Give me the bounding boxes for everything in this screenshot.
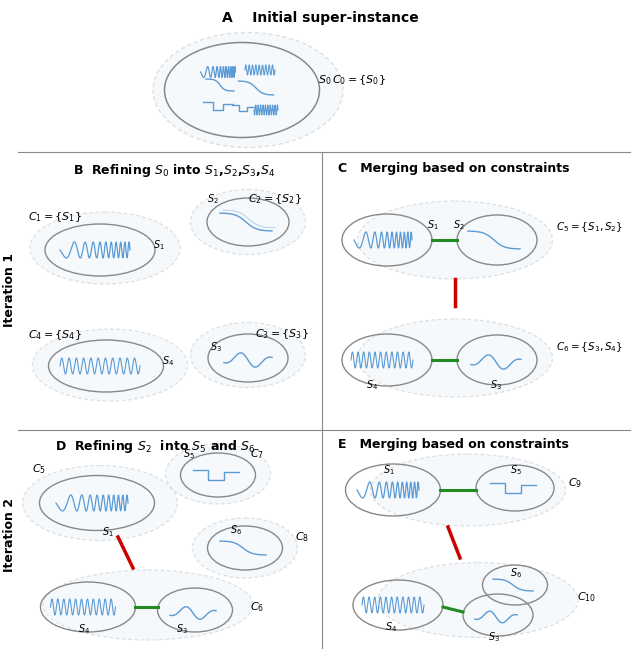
Ellipse shape — [153, 32, 343, 147]
Text: $C_6$: $C_6$ — [250, 600, 264, 614]
Text: $C_7$: $C_7$ — [250, 447, 264, 461]
Text: Iteration 2: Iteration 2 — [3, 498, 17, 572]
Ellipse shape — [22, 465, 177, 541]
Text: $C_9$: $C_9$ — [568, 476, 582, 490]
Text: $S_3$: $S_3$ — [176, 622, 188, 636]
Text: $C_3 = \{S_3\}$: $C_3 = \{S_3\}$ — [255, 327, 309, 341]
Text: $S_4$: $S_4$ — [78, 622, 90, 636]
Ellipse shape — [33, 329, 188, 401]
Ellipse shape — [358, 201, 552, 279]
Text: $C_5$: $C_5$ — [32, 462, 46, 476]
Text: $S_1$: $S_1$ — [427, 218, 439, 232]
Text: $S_5$: $S_5$ — [183, 447, 195, 461]
Text: $C_2 = \{S_2\}$: $C_2 = \{S_2\}$ — [248, 192, 302, 206]
Text: $S_3$: $S_3$ — [490, 378, 502, 392]
Text: $C_4 = \{S_4\}$: $C_4 = \{S_4\}$ — [28, 328, 82, 342]
Ellipse shape — [358, 319, 552, 397]
Ellipse shape — [193, 518, 298, 578]
Text: $C_5 = \{S_1,S_2\}$: $C_5 = \{S_1,S_2\}$ — [556, 220, 623, 234]
Text: $S_4$: $S_4$ — [385, 620, 397, 634]
Text: $C_{10}$: $C_{10}$ — [577, 590, 596, 604]
Text: $S_1$: $S_1$ — [102, 525, 114, 539]
Text: $S_4$: $S_4$ — [162, 354, 174, 368]
Text: $C_1 = \{S_1\}$: $C_1 = \{S_1\}$ — [28, 210, 82, 224]
Text: C   Merging based on constraints: C Merging based on constraints — [338, 162, 570, 175]
Ellipse shape — [191, 190, 305, 254]
Ellipse shape — [30, 212, 180, 284]
Text: D  Refining $S_2$  into $S_5$ and $S_6$: D Refining $S_2$ into $S_5$ and $S_6$ — [55, 438, 256, 455]
Text: $S_6$: $S_6$ — [230, 523, 242, 537]
Text: $S_2$: $S_2$ — [207, 192, 219, 206]
Text: $S_1$: $S_1$ — [153, 238, 164, 252]
Ellipse shape — [378, 563, 578, 637]
Ellipse shape — [43, 570, 253, 640]
Text: $C_8$: $C_8$ — [295, 530, 309, 544]
Text: $C_0 = \{S_0\}$: $C_0 = \{S_0\}$ — [332, 73, 386, 87]
Text: A    Initial super-instance: A Initial super-instance — [221, 11, 419, 25]
Text: E   Merging based on constraints: E Merging based on constraints — [338, 438, 569, 451]
Text: $S_4$: $S_4$ — [366, 378, 378, 392]
Text: $S_1$: $S_1$ — [383, 463, 395, 477]
Text: $S_3$: $S_3$ — [210, 340, 222, 354]
Ellipse shape — [191, 323, 305, 387]
Ellipse shape — [371, 454, 566, 526]
Text: $S_0$: $S_0$ — [318, 73, 332, 87]
Text: $S_2$: $S_2$ — [453, 218, 465, 232]
Ellipse shape — [166, 444, 271, 504]
Text: Iteration 1: Iteration 1 — [3, 253, 17, 327]
Text: $S_6$: $S_6$ — [510, 566, 522, 580]
Text: $C_6 = \{S_3,S_4\}$: $C_6 = \{S_3,S_4\}$ — [556, 340, 623, 354]
Text: $S_5$: $S_5$ — [510, 463, 522, 477]
Text: $S_3$: $S_3$ — [488, 630, 500, 644]
Text: B  Refining $S_0$ into $S_1$,$S_2$,$S_3$,$S_4$: B Refining $S_0$ into $S_1$,$S_2$,$S_3$,… — [73, 162, 275, 179]
